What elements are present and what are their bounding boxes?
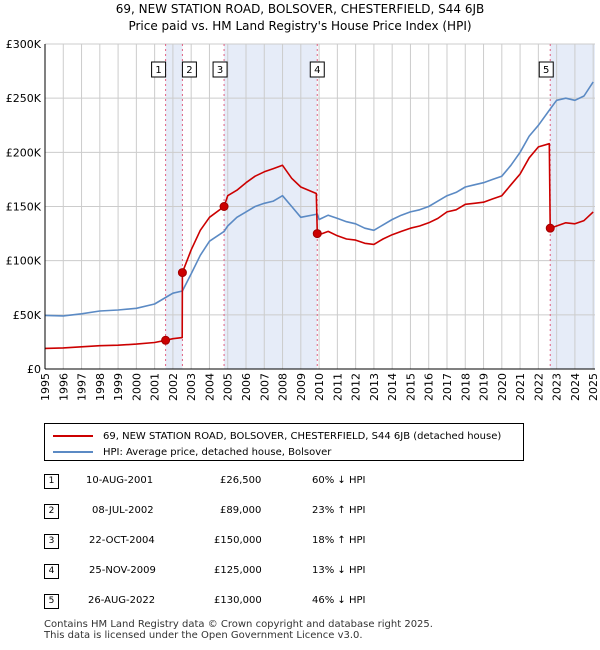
transaction-hpi-diff: 23% ↑ HPI xyxy=(312,505,366,516)
sale-point xyxy=(219,202,229,211)
legend-swatch-property xyxy=(53,435,93,437)
sale-label-box xyxy=(181,61,197,78)
transaction-hpi-diff: 13% ↓ HPI xyxy=(312,565,366,576)
y-tick-label: £0 xyxy=(27,363,41,376)
x-tick-label: 1995 xyxy=(39,373,52,401)
x-tick-label: 2015 xyxy=(404,373,417,401)
price-chart: 1 2 3 4 5 £0 £50K £100K £150K £200K £250K £300K 199… xyxy=(6,38,600,401)
x-tick-label: 2023 xyxy=(551,373,564,401)
transaction-price: £125,000 xyxy=(214,565,262,576)
axes: £0 £50K £100K £150K £200K £250K £300K 1995 1996 1… xyxy=(6,38,600,401)
x-tick-label: 2010 xyxy=(313,373,326,401)
legend-swatch-hpi xyxy=(53,451,93,453)
sale-label-box xyxy=(151,61,167,78)
x-tick-label: 2005 xyxy=(222,373,235,401)
sale-label-box xyxy=(212,61,228,78)
x-tick-label: 1998 xyxy=(94,373,107,401)
legend-item-property: 69, NEW STATION ROAD, BOLSOVER, CHESTERF… xyxy=(53,428,501,444)
x-tick-label: 2017 xyxy=(441,373,454,401)
transaction-date: 22-OCT-2004 xyxy=(89,535,155,546)
x-tick-label: 2020 xyxy=(496,373,509,401)
sale-label-box xyxy=(309,61,325,78)
x-tick-label: 1999 xyxy=(112,373,125,401)
transaction-number-badge: 5 xyxy=(44,594,59,609)
x-tick-label: 2003 xyxy=(185,373,198,401)
x-tick-label: 2016 xyxy=(423,373,436,401)
sale-labels: 1 2 3 4 5 xyxy=(151,61,554,78)
transaction-number-badge: 1 xyxy=(44,474,59,489)
x-tick-label: 2009 xyxy=(295,373,308,401)
x-tick-label: 2025 xyxy=(587,373,600,401)
sale-label-number: 4 xyxy=(314,65,320,76)
sale-label-number: 1 xyxy=(155,65,161,76)
x-tick-label: 2021 xyxy=(514,373,527,401)
sale-label-number: 5 xyxy=(543,65,549,76)
y-tick-label: £200K xyxy=(6,146,42,159)
footer-licence: This data is licensed under the Open Gov… xyxy=(44,630,363,641)
transaction-hpi-diff: 18% ↑ HPI xyxy=(312,535,366,546)
transaction-hpi-diff: 46% ↓ HPI xyxy=(312,595,366,606)
transaction-price: £150,000 xyxy=(214,535,262,546)
transaction-price: £130,000 xyxy=(214,595,262,606)
x-tick-label: 2001 xyxy=(149,373,162,401)
x-tick-label: 2018 xyxy=(459,373,472,401)
legend-label-hpi: HPI: Average price, detached house, Bols… xyxy=(103,446,332,458)
series-lines xyxy=(44,81,594,350)
y-tick-label: £50K xyxy=(13,309,42,322)
x-tick-label: 1996 xyxy=(57,373,70,401)
y-tick-label: £150K xyxy=(6,201,42,214)
x-tick-label: 1997 xyxy=(76,373,89,401)
sale-label-number: 2 xyxy=(186,65,192,76)
transaction-date: 10-AUG-2001 xyxy=(86,475,154,486)
x-tick-label: 2024 xyxy=(569,373,582,401)
x-tick-label: 2004 xyxy=(203,373,216,401)
x-tick-label: 2014 xyxy=(386,373,399,401)
legend-item-hpi: HPI: Average price, detached house, Bols… xyxy=(53,444,331,460)
transaction-price: £26,500 xyxy=(220,475,262,486)
footer-copyright: Contains HM Land Registry data © Crown c… xyxy=(44,619,433,630)
x-tick-label: 2002 xyxy=(167,373,180,401)
x-tick-label: 2013 xyxy=(368,373,381,401)
transaction-date: 26-AUG-2022 xyxy=(88,595,156,606)
property-price-line xyxy=(44,142,594,350)
sale-point xyxy=(545,223,555,233)
sale-label-number: 3 xyxy=(217,65,223,76)
transaction-date: 25-NOV-2009 xyxy=(89,565,156,576)
x-tick-label: 2011 xyxy=(331,373,344,401)
legend-label-property: 69, NEW STATION ROAD, BOLSOVER, CHESTERF… xyxy=(103,430,502,442)
x-tick-label: 2008 xyxy=(277,373,290,401)
sale-points xyxy=(161,202,555,345)
sale-label-box xyxy=(538,61,554,78)
y-tick-label: £100K xyxy=(6,255,42,268)
sale-point xyxy=(177,268,187,278)
gridlines xyxy=(44,43,595,370)
x-tick-label: 2000 xyxy=(130,373,143,401)
transaction-number-badge: 4 xyxy=(44,564,59,579)
x-tick-label: 2006 xyxy=(240,373,253,401)
sale-point xyxy=(161,335,171,345)
x-tick-label: 2007 xyxy=(258,373,271,401)
transaction-price: £89,000 xyxy=(220,505,262,516)
transaction-hpi-diff: 60% ↓ HPI xyxy=(312,475,366,486)
x-tick-label: 2019 xyxy=(478,373,491,401)
y-tick-label: £300K xyxy=(6,38,42,51)
legend: 69, NEW STATION ROAD, BOLSOVER, CHESTERF… xyxy=(44,423,524,461)
x-tick-label: 2012 xyxy=(350,373,363,401)
y-tick-label: £250K xyxy=(6,92,42,105)
chart-title: 69, NEW STATION ROAD, BOLSOVER, CHESTERF… xyxy=(115,2,485,16)
sale-point xyxy=(312,229,322,239)
transaction-date: 08-JUL-2002 xyxy=(92,505,154,516)
chart-subtitle: Price paid vs. HM Land Registry's House … xyxy=(128,19,472,33)
transaction-number-badge: 2 xyxy=(44,504,59,519)
transaction-number-badge: 3 xyxy=(44,534,59,549)
x-tick-label: 2022 xyxy=(532,373,545,401)
